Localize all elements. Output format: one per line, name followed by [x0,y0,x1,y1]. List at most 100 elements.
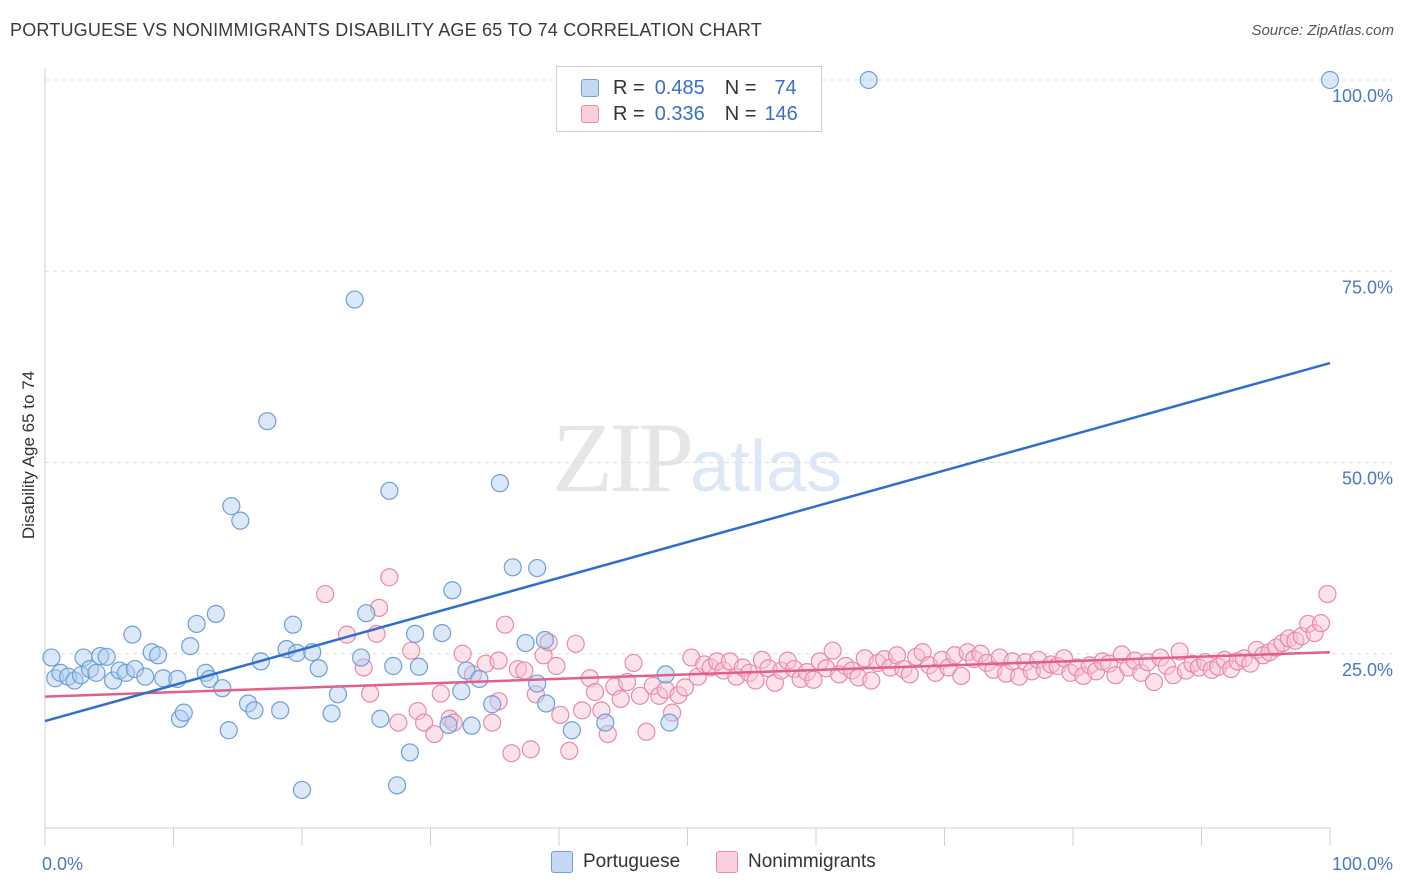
portuguese-point [91,646,110,666]
portuguese-point [222,497,241,516]
portuguese-point [859,70,878,90]
n-value: 74 [774,76,797,99]
nonimmigrants-point [502,744,521,763]
nonimmigrants-point [1170,642,1189,661]
y-tick-label: 25.0% [1342,660,1393,680]
portuguese-point [452,682,471,701]
portuguese-point [516,633,535,653]
nonimmigrants-point [1003,652,1022,671]
nonimmigrants-trend-line [44,650,1331,698]
trend-lines [44,361,1331,723]
portuguese-point [42,648,61,667]
portuguese-point [371,709,390,728]
portuguese-point [219,721,238,740]
portuguese-point [432,623,452,643]
portuguese-legend-label: Portuguese [583,851,681,872]
nonimmigrants-point [585,682,605,702]
grid-layer [45,79,1392,655]
nonimmigrants-point [573,701,592,720]
legend-row-portuguese: R = 0.485 N = 74 [581,75,797,101]
nonimmigrants-point [1132,663,1151,682]
portuguese-point [384,656,403,676]
nonimmigrants-point [508,659,527,679]
r-label: R = [613,102,645,125]
nonimmigrants-point [1144,672,1164,692]
chart-title: PORTUGUESE VS NONIMMIGRANTS DISABILITY A… [10,20,762,40]
portuguese-trend-line [44,361,1331,723]
portuguese-point [258,412,277,431]
portuguese-point [357,604,376,623]
y-tick-label: 75.0% [1342,277,1393,297]
nonimmigrants-point [560,741,579,761]
nonimmigrants-point [1286,631,1305,650]
nonimmigrants-point [862,671,881,690]
portuguese-point [503,558,522,577]
r-value: 0.485 [654,76,705,99]
x-tick-label-max: 100.0% [1332,854,1393,874]
portuguese-point [213,679,232,698]
portuguese-points [42,70,1340,800]
nonimmigrants-point [624,653,643,673]
stats-legend: R = 0.485 N = 74 R = 0.336 N = 146 [556,66,822,132]
nonimmigrants-point [389,713,408,732]
nonimmigrants-point [515,661,534,680]
portuguese-point [123,625,142,644]
portuguese-point [490,474,509,493]
nonimmigrants-point [823,641,842,660]
legend-item-portuguese[interactable]: Portuguese [551,851,680,873]
nonimmigrants-point [630,686,650,705]
portuguese-point [660,713,679,732]
portuguese-point [271,701,290,720]
nonimmigrants-point [1260,643,1279,662]
portuguese-point [596,713,615,732]
axis-layer [44,68,1331,846]
portuguese-swatch [581,79,599,97]
portuguese-point [231,511,250,530]
portuguese-point [154,669,173,688]
legend-item-nonimmigrants[interactable]: Nonimmigrants [716,851,876,873]
portuguese-point [116,663,136,682]
y-tick-label: 100.0% [1332,86,1393,106]
portuguese-point [457,661,476,680]
portuguese-point [71,666,91,685]
portuguese-point [125,659,145,679]
legend-row-nonimmigrants: R = 0.336 N = 146 [581,101,798,127]
n-label: N = [724,76,757,99]
y-axis-label: Disability Age 65 to 74 [19,371,38,539]
portuguese-point [470,669,489,689]
nonimmigrants-point [453,644,472,663]
portuguese-point [174,703,193,722]
portuguese-point [238,694,258,713]
portuguese-point [387,776,407,795]
portuguese-point [462,716,481,735]
nonimmigrants-point [1311,614,1331,633]
portuguese-point [292,780,312,800]
portuguese-point [136,667,155,686]
nonimmigrants-point [1318,584,1337,604]
portuguese-point [537,694,556,713]
nonimmigrants-point [707,652,727,671]
portuguese-point [87,663,106,682]
portuguese-point [483,695,502,714]
nonimmigrants-point [1266,638,1286,657]
source-label[interactable]: Source: ZipAtlas.com [1251,22,1394,39]
portuguese-point [309,659,328,678]
watermark-zip: ZIP [552,402,694,513]
r-label: R = [613,76,645,99]
portuguese-point [405,624,425,643]
n-label: N = [724,102,757,125]
portuguese-point [148,646,168,665]
nonimmigrants-point [521,740,540,759]
portuguese-point [181,636,200,656]
nonimmigrants-point [431,684,450,703]
nonimmigrants-point [408,702,427,721]
nonimmigrants-point [414,713,434,732]
portuguese-point [535,630,554,650]
portuguese-point [283,615,303,634]
nonimmigrants-point [1305,623,1324,643]
portuguese-point [352,648,371,667]
nonimmigrants-point [971,644,990,663]
portuguese-point [328,685,348,704]
y-tick-label: 50.0% [1342,469,1393,489]
nonimmigrants-point [675,678,695,697]
